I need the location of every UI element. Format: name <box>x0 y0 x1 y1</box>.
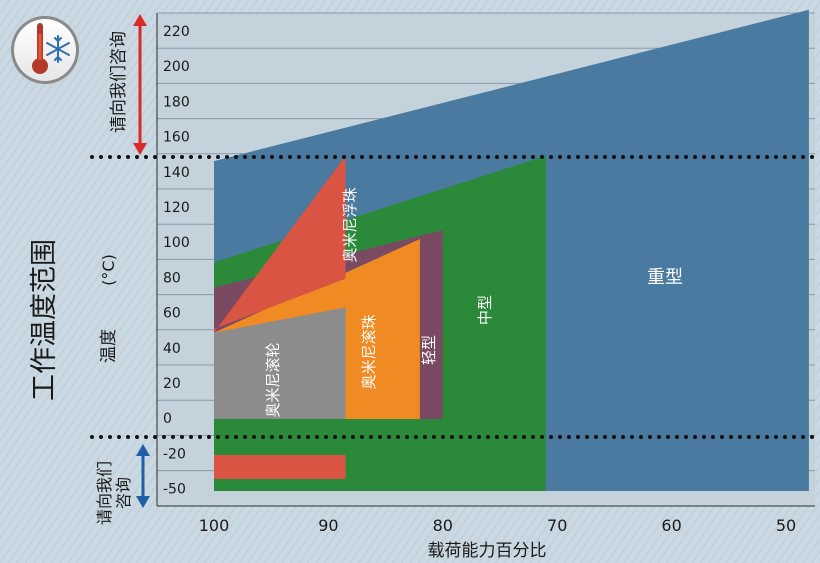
thermometer-snowflake-icon <box>11 16 79 84</box>
y-tick-label: 220 <box>163 24 190 40</box>
x-tick-label: 90 <box>318 516 338 535</box>
region-label-ball: 奥米尼滚珠 <box>360 314 378 389</box>
region-float-low <box>214 455 346 479</box>
lower-consult-note: 请向我们咨询 <box>95 461 133 525</box>
y-tick-label: 80 <box>163 270 181 286</box>
region-label-float: 奥米尼浮珠 <box>341 187 359 262</box>
y-tick-label: 160 <box>163 130 190 146</box>
y-tick-label: 180 <box>163 94 190 110</box>
y-tick-label: 140 <box>163 165 190 181</box>
x-tick-label: 50 <box>776 516 796 535</box>
x-tick-labels: 100 90 80 70 60 50 <box>199 516 796 535</box>
y-axis-label: 温度 <box>99 329 119 363</box>
y-tick-label: 40 <box>163 341 181 357</box>
y-tick-label: 100 <box>163 235 190 251</box>
region-label-medium: 中型 <box>476 295 494 325</box>
lower-range-arrow <box>136 444 150 508</box>
region-label-roller: 奥米尼滚轮 <box>264 342 282 417</box>
region-label-heavy: 重型 <box>647 267 683 288</box>
upper-range-arrow <box>133 14 147 155</box>
chart-title: 工作温度范围 <box>29 239 60 401</box>
y-tick-label: 200 <box>163 59 190 75</box>
y-tick-label: 20 <box>163 376 181 392</box>
load-class-regions <box>214 9 809 492</box>
y-axis-unit: (°C) <box>99 254 118 286</box>
region-float <box>214 155 346 333</box>
y-tick-label: 120 <box>163 200 190 216</box>
upper-consult-note: 请向我们咨询 <box>109 31 129 133</box>
y-tick-label: 60 <box>163 306 181 322</box>
y-tick-label: -20 <box>163 446 186 462</box>
x-tick-label: 80 <box>433 516 453 535</box>
region-roller <box>214 307 346 419</box>
region-label-light: 轻型 <box>420 335 438 365</box>
y-tick-label: 0 <box>163 411 172 427</box>
y-tick-label: -50 <box>163 482 186 498</box>
x-tick-label: 100 <box>199 516 230 535</box>
x-tick-label: 60 <box>661 516 681 535</box>
x-tick-label: 70 <box>547 516 567 535</box>
x-axis-label: 载荷能力百分比 <box>428 541 547 561</box>
